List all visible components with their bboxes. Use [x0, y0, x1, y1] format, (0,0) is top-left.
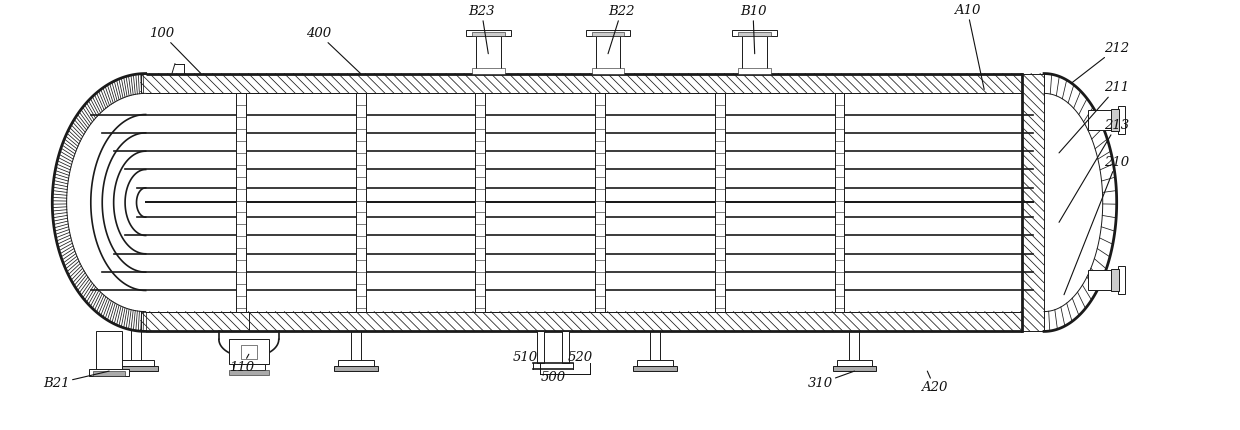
Text: 110: 110 — [229, 354, 254, 374]
Bar — [1117, 106, 1125, 134]
Bar — [1111, 269, 1118, 291]
Bar — [837, 360, 873, 366]
Polygon shape — [67, 93, 150, 312]
Bar — [334, 366, 377, 371]
Bar — [714, 93, 724, 312]
Bar — [475, 93, 485, 312]
Bar — [97, 332, 122, 369]
Text: 210: 210 — [1064, 156, 1130, 295]
Bar — [595, 93, 605, 312]
Bar — [637, 360, 673, 366]
Text: B10: B10 — [740, 5, 766, 54]
Bar — [229, 370, 269, 375]
Bar — [356, 93, 366, 312]
Bar — [93, 371, 125, 376]
Text: B23: B23 — [469, 5, 495, 54]
Bar — [591, 68, 625, 74]
Bar — [562, 332, 569, 363]
Bar — [337, 360, 373, 366]
Text: 500: 500 — [541, 371, 565, 384]
Bar — [1022, 74, 1044, 332]
Bar — [466, 30, 511, 36]
Bar — [1111, 109, 1118, 131]
Bar — [140, 312, 1022, 332]
Bar — [585, 30, 630, 36]
Text: 520: 520 — [568, 351, 593, 364]
Bar — [241, 345, 257, 359]
Bar — [1087, 110, 1117, 130]
Text: 211: 211 — [1059, 81, 1130, 153]
Bar — [236, 93, 246, 312]
Polygon shape — [52, 74, 1022, 332]
Bar — [733, 30, 777, 36]
Bar — [472, 32, 505, 36]
Text: 100: 100 — [149, 27, 201, 74]
Bar — [229, 339, 269, 364]
Bar — [140, 74, 1022, 93]
Text: 212: 212 — [1071, 42, 1130, 83]
Bar — [114, 366, 157, 371]
Bar — [832, 366, 877, 371]
Text: 510: 510 — [513, 351, 538, 364]
Bar — [472, 68, 505, 74]
Text: B21: B21 — [43, 371, 109, 390]
Bar — [632, 366, 677, 371]
Text: 400: 400 — [306, 27, 361, 74]
Text: A20: A20 — [921, 371, 947, 394]
Bar — [118, 360, 154, 366]
Bar — [743, 36, 768, 74]
Bar — [476, 36, 501, 74]
Text: B22: B22 — [608, 5, 635, 54]
Text: 213: 213 — [1059, 119, 1130, 222]
Text: A10: A10 — [955, 4, 985, 89]
Bar — [835, 93, 844, 312]
Bar — [1087, 270, 1117, 290]
Bar — [591, 32, 625, 36]
Bar — [738, 68, 771, 74]
Bar — [595, 36, 620, 74]
Bar — [1117, 266, 1125, 294]
Bar — [233, 364, 265, 370]
Bar — [738, 32, 771, 36]
Text: 310: 310 — [807, 371, 854, 390]
Bar — [537, 332, 544, 363]
Bar — [89, 369, 129, 376]
Polygon shape — [1044, 74, 1117, 332]
